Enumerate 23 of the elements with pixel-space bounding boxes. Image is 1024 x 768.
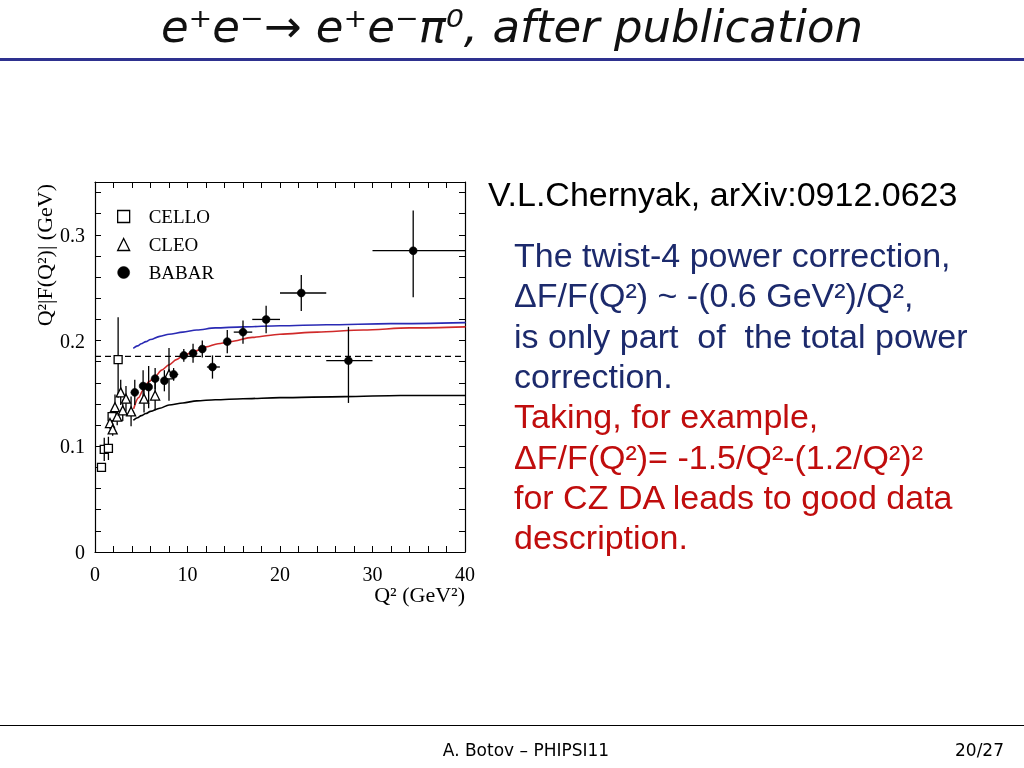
y-tick-label: 0.2 bbox=[60, 329, 85, 352]
y-tick-label: 0.3 bbox=[60, 223, 85, 246]
text: ΔF/F(Q²)= -1.5/Q²-(1.2/Q²)² bbox=[514, 436, 923, 478]
text: correction. bbox=[514, 355, 673, 397]
text: V.L.Chernyak, arXiv:0912.0623 bbox=[488, 174, 958, 215]
y-tick-label: 0.1 bbox=[60, 435, 85, 458]
x-tick-label: 10 bbox=[177, 563, 198, 585]
text: Taking, for example, bbox=[514, 396, 819, 438]
y-tick-label: 0 bbox=[75, 541, 85, 563]
text: The twist-4 power correction, bbox=[514, 235, 951, 276]
legend-label: CLEO bbox=[148, 234, 199, 255]
text: ΔF/F(Q²) ~ -(0.6 GeV²)/Q², bbox=[514, 275, 914, 317]
text: description. bbox=[514, 517, 688, 559]
text: A. Botov – PHIPSI11 bbox=[441, 739, 611, 762]
x-tick-label: 0 bbox=[90, 563, 100, 585]
chart-title: e⁺e⁻→ e⁺e⁻π⁰, after publication bbox=[159, 0, 865, 53]
text: 20/27 bbox=[955, 739, 1004, 762]
legend-label: BABAR bbox=[148, 262, 215, 283]
x-tick-label: 20 bbox=[270, 563, 290, 585]
legend-label: CELLO bbox=[148, 206, 210, 227]
y-axis-title: Q²|F(Q²)| (GeV) bbox=[31, 184, 57, 327]
text: for CZ DA leads to good data bbox=[514, 476, 953, 518]
text: is only part of the total power bbox=[514, 315, 968, 357]
